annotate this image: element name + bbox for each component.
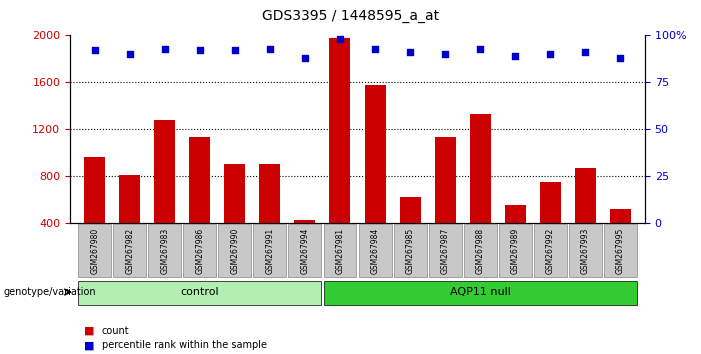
Point [404, 50, 416, 55]
Text: GSM267991: GSM267991 [266, 227, 274, 274]
Text: GSM267992: GSM267992 [546, 227, 554, 274]
Bar [79, 281, 321, 305]
Bar [358, 224, 391, 277]
Point [194, 47, 205, 53]
Text: GSM267988: GSM267988 [476, 227, 484, 274]
Bar [149, 224, 181, 277]
Text: genotype/variation: genotype/variation [4, 287, 96, 297]
Text: GDS3395 / 1448595_a_at: GDS3395 / 1448595_a_at [262, 9, 439, 23]
Point [264, 46, 275, 51]
Text: GSM267986: GSM267986 [196, 227, 204, 274]
Point [475, 46, 486, 51]
Bar [533, 224, 566, 277]
Bar [84, 157, 105, 270]
Point [615, 55, 626, 61]
Point [159, 46, 170, 51]
Text: AQP11 null: AQP11 null [450, 287, 510, 297]
Point [89, 47, 100, 53]
Text: percentile rank within the sample: percentile rank within the sample [102, 340, 266, 350]
Point [545, 51, 556, 57]
Text: GSM267987: GSM267987 [441, 227, 449, 274]
Text: GSM267980: GSM267980 [90, 227, 99, 274]
Bar [365, 85, 386, 270]
Bar [259, 164, 280, 270]
Text: GSM267989: GSM267989 [511, 227, 519, 274]
Bar [119, 175, 140, 270]
Text: count: count [102, 326, 129, 336]
Bar [79, 224, 111, 277]
Point [299, 55, 311, 61]
Bar [435, 137, 456, 270]
Bar [289, 224, 321, 277]
Text: control: control [180, 287, 219, 297]
Text: GSM267990: GSM267990 [231, 227, 239, 274]
Bar [329, 38, 350, 270]
Bar [505, 205, 526, 270]
Bar [254, 224, 286, 277]
Bar [189, 137, 210, 270]
Bar [324, 224, 357, 277]
Bar [610, 209, 631, 270]
Bar [154, 120, 175, 270]
Text: GSM267982: GSM267982 [125, 227, 134, 274]
Bar [324, 281, 637, 305]
Bar [184, 224, 217, 277]
Text: ■: ■ [84, 340, 95, 350]
Text: GSM267985: GSM267985 [406, 227, 414, 274]
Text: GSM267981: GSM267981 [336, 227, 344, 274]
Point [510, 53, 521, 59]
Text: GSM267994: GSM267994 [301, 227, 309, 274]
Bar [400, 197, 421, 270]
Bar [428, 224, 461, 277]
Bar [498, 224, 531, 277]
Bar [224, 164, 245, 270]
Point [580, 50, 591, 55]
Bar [294, 219, 315, 270]
Point [369, 46, 381, 51]
Bar [540, 182, 561, 270]
Bar [470, 114, 491, 270]
Text: GSM267983: GSM267983 [161, 227, 169, 274]
Point [229, 47, 240, 53]
Bar [464, 224, 496, 277]
Point [124, 51, 135, 57]
Text: GSM267995: GSM267995 [616, 227, 625, 274]
Text: GSM267984: GSM267984 [371, 227, 379, 274]
Bar [575, 168, 596, 270]
Bar [569, 224, 601, 277]
Text: GSM267993: GSM267993 [581, 227, 590, 274]
Bar [219, 224, 252, 277]
Bar [393, 224, 426, 277]
Point [440, 51, 451, 57]
Bar [604, 224, 637, 277]
Text: ■: ■ [84, 326, 95, 336]
Bar [114, 224, 147, 277]
Point [334, 36, 346, 42]
